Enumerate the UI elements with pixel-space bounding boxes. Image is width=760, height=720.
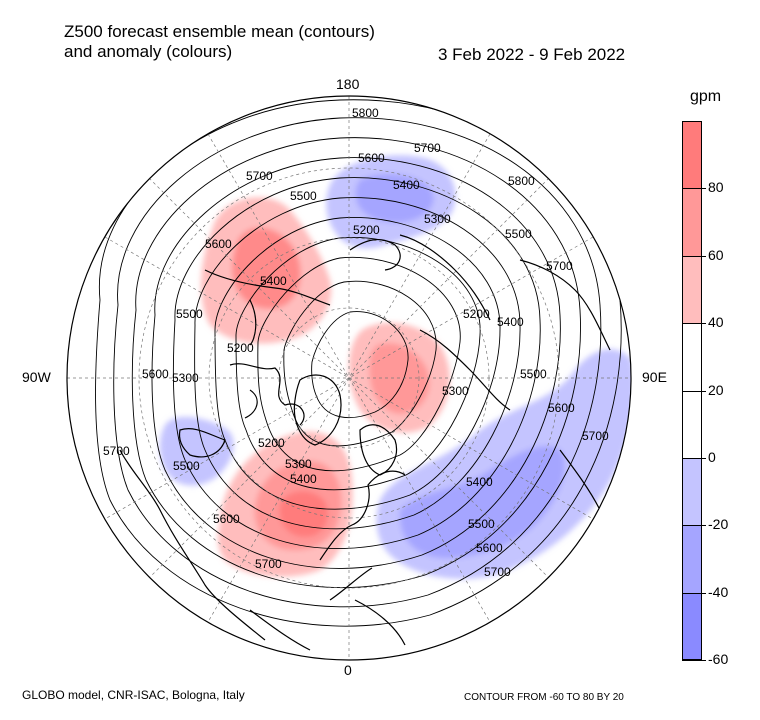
coast-asia xyxy=(519,259,611,511)
contour-label: 5700 xyxy=(484,565,511,579)
contour-label: 5500 xyxy=(520,367,547,381)
colorbar-swatch xyxy=(682,188,702,256)
colorbar-tick xyxy=(682,660,706,661)
contour-label: 5600 xyxy=(142,367,169,381)
contour-label: 5500 xyxy=(505,227,532,241)
colorbar-swatch xyxy=(682,457,702,526)
colorbar-tick-label: 60 xyxy=(708,246,724,263)
coast-greenland xyxy=(293,374,342,446)
negative-anomaly-eurasia-mid xyxy=(399,446,565,559)
contour-label: 5400 xyxy=(260,274,287,288)
contour-label: 5500 xyxy=(468,517,495,531)
contour-label: 5200 xyxy=(463,307,490,321)
forecast-dates: 3 Feb 2022 - 9 Feb 2022 xyxy=(438,45,626,64)
title-line-2: and anomaly (colours) xyxy=(64,42,233,61)
contour-label: 5600 xyxy=(548,401,575,415)
height-contours xyxy=(95,99,622,627)
colorbar-tick-label: -60 xyxy=(708,651,729,667)
contour-label: 5200 xyxy=(258,436,285,450)
colorbar-swatch xyxy=(682,323,702,391)
contour-label: 5300 xyxy=(424,212,451,226)
colorbar-tick-label: -40 xyxy=(708,583,729,600)
contour-label: 5500 xyxy=(290,189,317,203)
map-boundary xyxy=(66,95,632,661)
contour-label: 5200 xyxy=(353,223,380,237)
contour-label: 5600 xyxy=(476,541,503,555)
colorbar-tick xyxy=(682,592,706,594)
contour-label: 5400 xyxy=(497,315,524,329)
contour-label: 5200 xyxy=(227,341,254,355)
contour-label-group: 5800 5700 5600 5400 5200 5800 5700 5600 … xyxy=(103,106,609,579)
coastlines xyxy=(119,234,611,651)
anomaly-fields xyxy=(159,155,631,579)
contour-label: 5800 xyxy=(352,106,379,120)
colorbar-swatch xyxy=(682,121,702,189)
colorbar-tick-label: 40 xyxy=(708,314,724,331)
contour-label: 5700 xyxy=(582,429,609,443)
coast-scandinavia xyxy=(359,424,398,476)
colorbar-tick-label: -20 xyxy=(708,516,729,533)
longitude-label-bottom: 0 xyxy=(344,662,352,678)
colorbar-tick xyxy=(682,390,706,392)
map-title: Z500 forecast ensemble mean (contours) a… xyxy=(64,22,375,62)
longitude-label-right: 90E xyxy=(642,369,667,385)
colorbar-swatch xyxy=(682,525,702,593)
contour-label: 5300 xyxy=(172,371,199,385)
map-body xyxy=(67,96,631,660)
contour-label: 5700 xyxy=(414,141,441,155)
coast-hudson xyxy=(178,428,226,458)
coast-canada-arctic xyxy=(229,363,305,426)
contour-label: 5600 xyxy=(213,512,240,526)
colorbar-tick-label: 80 xyxy=(708,179,724,196)
contour-label: 5700 xyxy=(255,557,282,571)
contour-note: CONTOUR FROM -60 TO 80 BY 20 xyxy=(464,692,624,703)
coast-chukotka xyxy=(349,238,401,271)
negative-anomaly-siberia-core xyxy=(355,173,434,223)
positive-anomaly-pacific-core xyxy=(232,227,301,309)
contour-label: 5400 xyxy=(290,472,317,486)
contour-label: 5600 xyxy=(358,151,385,165)
title-line-1: Z500 forecast ensemble mean (contours) xyxy=(64,22,375,41)
colorbar-tick xyxy=(682,525,706,527)
contour-label: 5300 xyxy=(442,384,469,398)
coast-europe xyxy=(319,470,406,601)
colorbar-swatch xyxy=(682,255,702,324)
negative-anomaly-canada xyxy=(159,416,234,486)
contour-label: 5400 xyxy=(466,475,493,489)
colorbar-tick-label: 0 xyxy=(708,448,716,465)
coast-north-america-east xyxy=(119,449,266,641)
colorbar-swatch xyxy=(682,390,702,458)
coast-africa xyxy=(249,599,406,651)
colorbar-tick xyxy=(682,188,706,190)
contour-label: 5700 xyxy=(546,259,573,273)
contour-label: 5700 xyxy=(103,444,130,458)
colorbar-swatch xyxy=(682,592,702,660)
contour-label: 5800 xyxy=(508,174,535,188)
contour-label: 5500 xyxy=(173,459,200,473)
model-credit: GLOBO model, CNR-ISAC, Bologna, Italy xyxy=(22,688,245,702)
graticule xyxy=(67,96,631,660)
contour-label: 5400 xyxy=(393,178,420,192)
longitude-label-top: 180 xyxy=(336,76,360,92)
coast-alaska xyxy=(204,269,331,346)
contour-label: 5500 xyxy=(176,307,203,321)
coast-siberia xyxy=(399,234,511,411)
colorbar-tick-label: 20 xyxy=(708,381,724,398)
positive-anomaly-arctic-core xyxy=(369,343,430,414)
longitude-label-left: 90W xyxy=(22,369,51,385)
contour-label: 5300 xyxy=(285,457,312,471)
colorbar-tick xyxy=(682,457,706,459)
colorbar-tick xyxy=(682,255,706,257)
colorbar-unit: gpm xyxy=(690,88,722,105)
colorbar-tick xyxy=(682,323,706,325)
contour-label: 5600 xyxy=(205,237,232,251)
contour-label: 5700 xyxy=(246,169,273,183)
